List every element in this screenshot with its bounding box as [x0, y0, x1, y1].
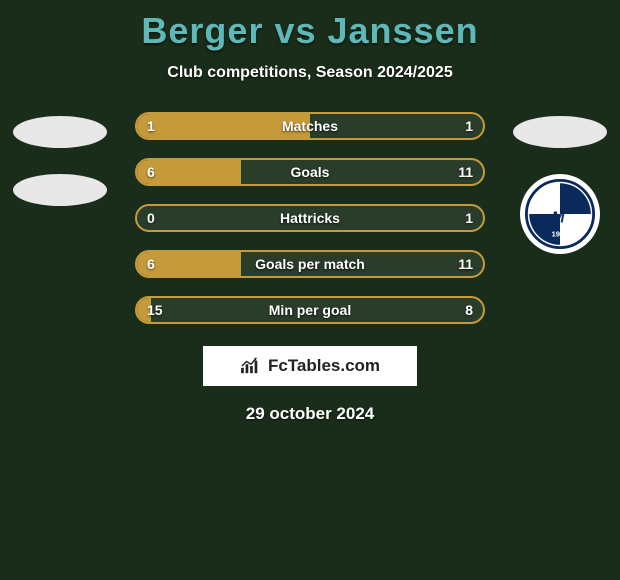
stat-label: Hattricks	[137, 210, 483, 226]
placeholder-ellipse	[13, 116, 107, 148]
stat-label: Min per goal	[137, 302, 483, 318]
club-crest: S V M 1912	[520, 174, 600, 254]
watermark-text: FcTables.com	[268, 356, 380, 376]
stat-right-value: 1	[465, 118, 473, 134]
crest-year: 1912	[551, 229, 568, 238]
stat-right-value: 1	[465, 210, 473, 226]
stat-right-value: 11	[458, 164, 473, 180]
stat-right-value: 8	[465, 302, 473, 318]
page-title: Berger vs Janssen	[0, 0, 620, 52]
watermark: FcTables.com	[203, 346, 417, 386]
stat-label: Matches	[137, 118, 483, 134]
stat-label: Goals per match	[137, 256, 483, 272]
svg-text:M: M	[552, 209, 566, 226]
subtitle: Club competitions, Season 2024/2025	[0, 64, 620, 82]
right-player-badges: S V M 1912	[510, 116, 610, 254]
stat-row: 6Goals11	[135, 158, 485, 186]
left-player-badges	[10, 116, 110, 206]
svg-text:S: S	[546, 194, 557, 211]
stat-label: Goals	[137, 164, 483, 180]
stat-row: 0Hattricks1	[135, 204, 485, 232]
chart-icon	[240, 357, 262, 375]
stat-row: 6Goals per match11	[135, 250, 485, 278]
crest-svg: S V M 1912	[525, 179, 595, 249]
placeholder-ellipse	[13, 174, 107, 206]
stat-row: 1Matches1	[135, 112, 485, 140]
svg-text:V: V	[563, 194, 575, 211]
date-text: 29 october 2024	[0, 404, 620, 424]
placeholder-ellipse	[513, 116, 607, 148]
stat-right-value: 11	[458, 256, 473, 272]
stat-row: 15Min per goal8	[135, 296, 485, 324]
stats-container: 1Matches16Goals110Hattricks16Goals per m…	[135, 112, 485, 324]
